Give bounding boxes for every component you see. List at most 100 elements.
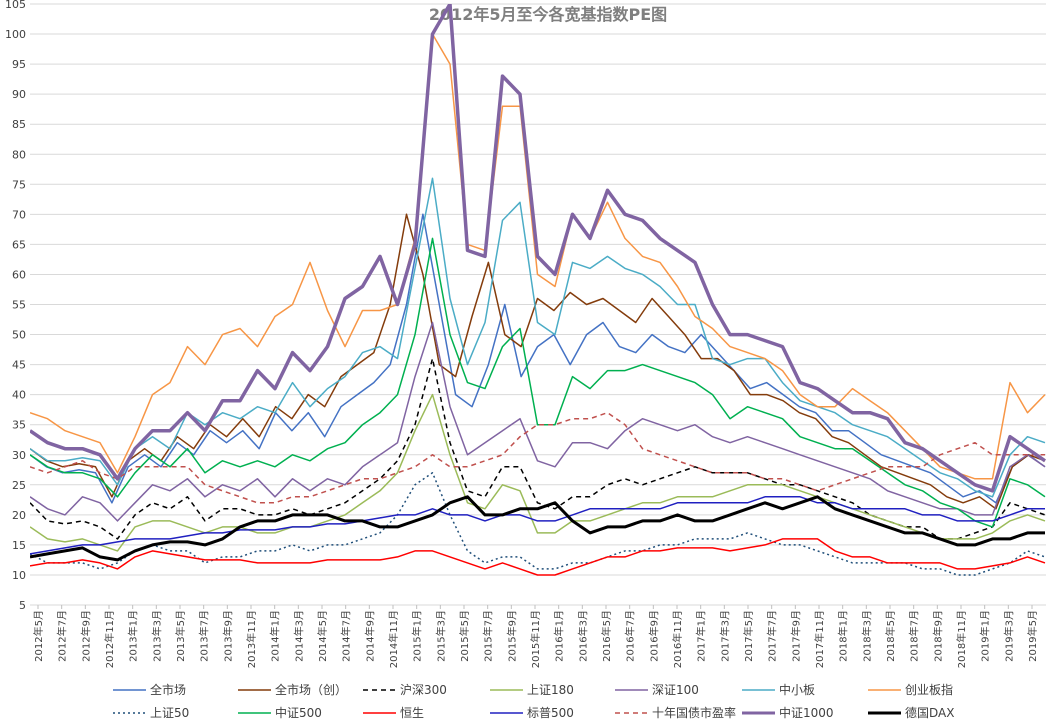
x-tick-label: 2013年7月 xyxy=(198,610,211,662)
series-line xyxy=(30,177,1046,498)
x-tick-label: 2018年5月 xyxy=(884,610,897,662)
y-axis-ticks: 5 10 15 20 25 30 35 40 45 50 55 60 65 70 75 80 85 90 95 100… xyxy=(5,0,26,612)
y-tick-label: 25 xyxy=(12,479,26,492)
legend-label: 德国DAX xyxy=(905,705,954,720)
x-tick-label: 2012年7月 xyxy=(56,610,69,662)
x-tick-label: 2017年1月 xyxy=(695,610,708,662)
x-tick-label: 2016年3月 xyxy=(576,610,589,662)
x-tick-label: 2012年11月 xyxy=(103,610,116,668)
x-tick-label: 2016年11月 xyxy=(671,610,684,668)
x-tick-label: 2014年9月 xyxy=(363,610,376,662)
series-line xyxy=(30,33,1046,480)
x-tick-label: 2018年1月 xyxy=(837,610,850,662)
series-line xyxy=(30,495,1045,562)
y-tick-label: 80 xyxy=(12,148,26,161)
x-tick-label: 2016年5月 xyxy=(600,610,613,662)
series-lines xyxy=(30,4,1046,576)
x-tick-label: 2019年1月 xyxy=(979,610,992,662)
y-tick-label: 105 xyxy=(5,0,26,11)
series-line xyxy=(30,496,1045,555)
x-tick-label: 2014年11月 xyxy=(387,610,400,668)
series-line xyxy=(30,538,1046,576)
legend-label: 十年国债市盈率 xyxy=(652,705,736,720)
x-tick-label: 2015年11月 xyxy=(529,610,542,668)
x-tick-label: 2013年9月 xyxy=(221,610,234,662)
x-tick-label: 2017年11月 xyxy=(813,610,826,668)
series-line xyxy=(30,393,1046,552)
y-tick-label: 85 xyxy=(12,118,26,131)
x-tick-label: 2017年9月 xyxy=(789,610,802,662)
y-tick-label: 5 xyxy=(19,599,26,612)
legend-label: 中小板 xyxy=(779,682,815,697)
x-tick-label: 2012年9月 xyxy=(79,610,92,662)
y-tick-label: 15 xyxy=(12,539,26,552)
x-tick-label: 2016年7月 xyxy=(624,610,637,662)
series-line xyxy=(30,213,1046,510)
series-line xyxy=(30,321,1046,522)
y-tick-label: 55 xyxy=(12,299,26,312)
series-line xyxy=(30,237,1046,528)
y-tick-label: 60 xyxy=(12,268,26,281)
x-tick-label: 2014年1月 xyxy=(269,610,282,662)
series-line xyxy=(30,411,1045,504)
series-line xyxy=(30,357,1046,540)
legend-label: 全市场（创） xyxy=(275,682,347,697)
x-tick-label: 2014年7月 xyxy=(340,610,353,662)
y-tick-label: 70 xyxy=(12,208,26,221)
x-tick-label: 2016年1月 xyxy=(553,610,566,662)
x-tick-label: 2018年3月 xyxy=(860,610,873,662)
x-tick-label: 2015年9月 xyxy=(505,610,518,662)
x-tick-label: 2018年11月 xyxy=(955,610,968,668)
legend-label: 中证1000 xyxy=(779,705,834,720)
y-tick-label: 90 xyxy=(12,88,26,101)
x-tick-label: 2015年1月 xyxy=(411,610,424,662)
y-tick-label: 50 xyxy=(12,329,26,342)
y-tick-label: 35 xyxy=(12,419,26,432)
x-tick-label: 2014年5月 xyxy=(316,610,329,662)
x-tick-label: 2015年3月 xyxy=(434,610,447,662)
legend-label: 创业板指 xyxy=(905,682,953,697)
x-tick-label: 2013年1月 xyxy=(127,610,140,662)
x-tick-label: 2014年3月 xyxy=(292,610,305,662)
legend-label: 全市场 xyxy=(150,682,186,697)
chart-title: 2012年5月至今各宽基指数PE图 xyxy=(429,5,667,24)
x-tick-label: 2017年7月 xyxy=(766,610,779,662)
y-tick-label: 40 xyxy=(12,389,26,402)
x-tick-label: 2017年5月 xyxy=(742,610,755,662)
x-tick-label: 2012年5月 xyxy=(32,610,45,662)
y-tick-label: 10 xyxy=(12,569,26,582)
x-axis-ticks: 2012年5月 2012年7月 2012年9月 2012年11月 2013年1月 2013… xyxy=(32,605,1039,668)
x-tick-label: 2013年5月 xyxy=(174,610,187,662)
legend-label: 深证100 xyxy=(652,683,699,697)
x-tick-label: 2018年9月 xyxy=(931,610,944,662)
legend-label: 上证50 xyxy=(150,706,189,720)
y-tick-label: 30 xyxy=(12,449,26,462)
x-tick-label: 2013年3月 xyxy=(150,610,163,662)
series-line xyxy=(30,472,1046,576)
x-tick-label: 2015年7月 xyxy=(482,610,495,662)
x-tick-label: 2015年5月 xyxy=(458,610,471,662)
legend-label: 中证500 xyxy=(275,705,322,720)
y-tick-label: 100 xyxy=(5,28,26,41)
series-line xyxy=(30,4,1046,493)
x-tick-label: 2019年3月 xyxy=(1002,610,1015,662)
legend-label: 上证180 xyxy=(527,683,574,697)
y-tick-label: 65 xyxy=(12,238,26,251)
x-tick-label: 2013年11月 xyxy=(245,610,258,668)
gridlines xyxy=(30,3,1046,606)
x-tick-label: 2016年9月 xyxy=(647,610,660,662)
legend-label: 标普500 xyxy=(527,706,574,720)
x-tick-label: 2019年5月 xyxy=(1026,610,1039,662)
y-tick-label: 45 xyxy=(12,359,26,372)
y-tick-label: 95 xyxy=(12,58,26,71)
y-tick-label: 20 xyxy=(12,509,26,522)
y-tick-label: 75 xyxy=(12,178,26,191)
legend-label: 沪深300 xyxy=(400,683,447,697)
x-tick-label: 2018年7月 xyxy=(908,610,921,662)
legend-label: 恒生 xyxy=(400,706,424,720)
series-line xyxy=(30,213,1046,504)
x-tick-label: 2017年3月 xyxy=(718,610,731,662)
